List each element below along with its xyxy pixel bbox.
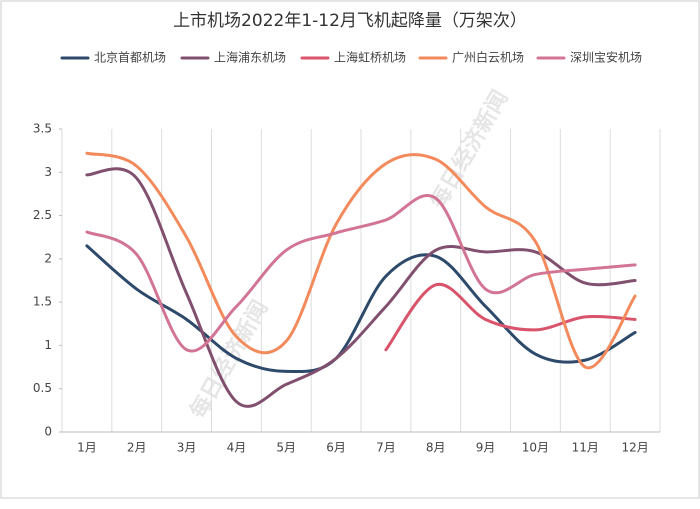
x-tick-label: 12月 bbox=[621, 441, 648, 455]
y-tick-label: 0 bbox=[44, 425, 52, 439]
x-tick-label: 4月 bbox=[227, 441, 247, 455]
x-tick-label: 9月 bbox=[476, 441, 496, 455]
y-tick-label: 1 bbox=[44, 338, 52, 352]
x-tick-label: 3月 bbox=[177, 441, 197, 455]
x-tick-label: 11月 bbox=[572, 441, 599, 455]
x-tick-label: 7月 bbox=[376, 441, 396, 455]
legend-label: 广州白云机场 bbox=[452, 50, 524, 65]
line bbox=[384, 282, 637, 352]
x-tick-label: 5月 bbox=[276, 441, 296, 455]
x-tick-label: 6月 bbox=[326, 441, 346, 455]
x-tick-label: 1月 bbox=[77, 441, 97, 455]
x-tick-label: 8月 bbox=[426, 441, 446, 455]
y-tick-label: 2.5 bbox=[33, 208, 52, 222]
line bbox=[85, 194, 637, 353]
line bbox=[85, 167, 637, 408]
legend-label: 上海虹桥机场 bbox=[334, 50, 406, 65]
legend-label: 深圳宝安机场 bbox=[570, 50, 642, 65]
y-tick-label: 0.5 bbox=[33, 381, 52, 395]
legend-label: 上海浦东机场 bbox=[214, 50, 286, 65]
x-tick-label: 2月 bbox=[127, 441, 147, 455]
chart-title: 上市机场2022年1-12月飞机起降量（万架次） bbox=[173, 11, 527, 31]
x-tick-label: 10月 bbox=[522, 441, 549, 455]
y-tick-label: 3.5 bbox=[33, 122, 52, 136]
y-tick-label: 1.5 bbox=[33, 295, 52, 309]
y-tick-label: 3 bbox=[44, 165, 52, 179]
line bbox=[85, 244, 637, 374]
legend-label: 北京首都机场 bbox=[94, 51, 166, 65]
y-tick-label: 2 bbox=[44, 251, 52, 265]
line bbox=[85, 151, 637, 370]
